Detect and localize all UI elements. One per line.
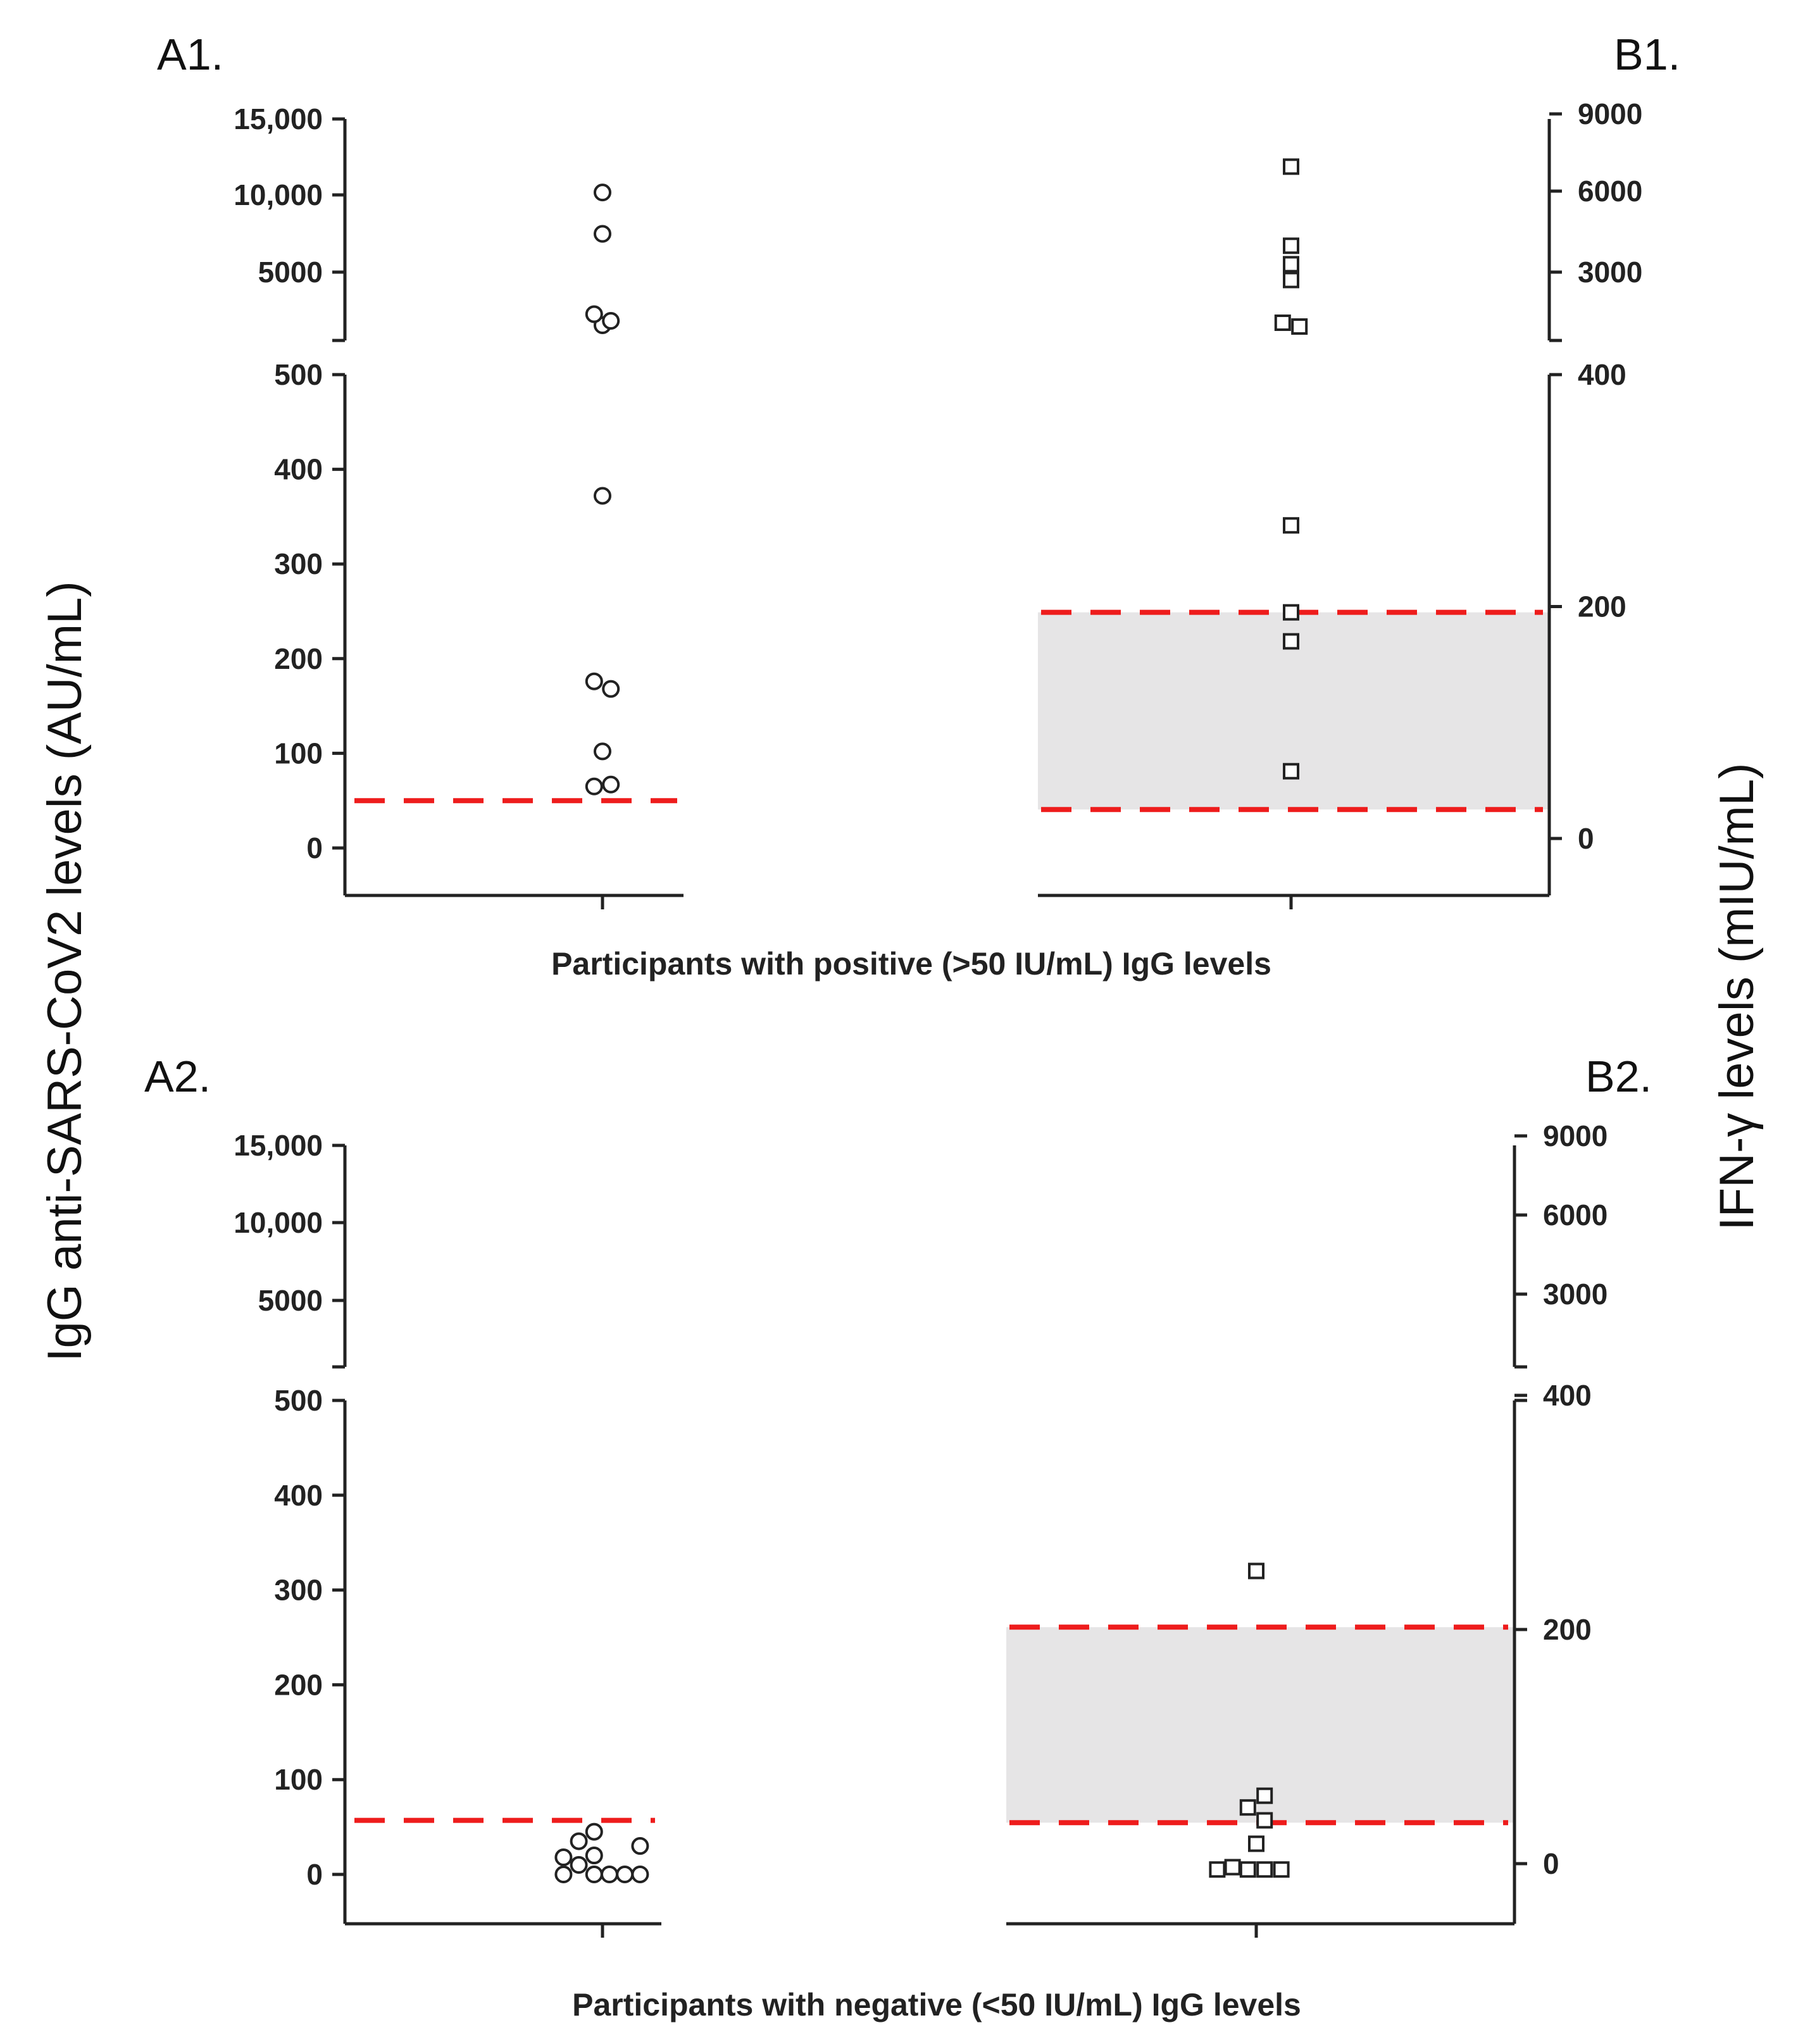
igg-point: [602, 775, 620, 794]
panel-label-B2: B2.: [1585, 1052, 1652, 1101]
ifn-point: [1209, 1861, 1226, 1878]
right-tick-label: 3000: [1543, 1278, 1608, 1311]
left-tick-label: 5000: [258, 1284, 323, 1317]
ifn-point: [1256, 1812, 1273, 1829]
ifn-point: [1274, 315, 1291, 331]
panel-positive: A1. B1. Participants with positive (>50 …: [157, 30, 1680, 981]
ifn-point: [1273, 1861, 1290, 1878]
left-tick-label: 100: [274, 1763, 323, 1796]
right-ticks-lower: 400 200 0: [1514, 1379, 1592, 1880]
igg-point: [585, 305, 603, 323]
ifn-point: [1283, 763, 1299, 780]
ifn-point: [1283, 237, 1299, 254]
ifn-point: [1239, 1861, 1256, 1878]
x-axis-label-negative: Participants with negative (<50 IU/mL) I…: [572, 1987, 1301, 2022]
plot-area-negative: [332, 1145, 1527, 1938]
left-tick-label: 300: [274, 547, 323, 580]
left-tick-label: 15,000: [234, 103, 323, 135]
ifn-point: [1248, 1562, 1264, 1580]
left-tick-label: 500: [274, 1384, 323, 1417]
right-tick-label: 9000: [1578, 97, 1642, 130]
panel-label-A2: A2.: [144, 1052, 211, 1101]
right-ticks-upper: 9000 6000 3000: [1514, 1119, 1608, 1311]
left-tick-label: 15,000: [234, 1129, 323, 1162]
left-tick-label: 10,000: [234, 178, 323, 211]
left-ticks-upper: 15,000 10,000 5000: [234, 103, 345, 289]
ifn-point: [1239, 1799, 1256, 1816]
igg-point: [631, 1837, 649, 1855]
igg-point: [631, 1866, 649, 1883]
left-tick-label: 200: [274, 642, 323, 675]
igg-point: [594, 225, 611, 243]
plot-area-positive: [332, 119, 1562, 909]
igg-point: [585, 1823, 603, 1841]
left-tick-label: 0: [306, 1858, 323, 1891]
right-tick-label: 200: [1578, 590, 1626, 623]
igg-point: [594, 184, 611, 202]
igg-point: [594, 487, 611, 505]
right-tick-label: 200: [1543, 1613, 1592, 1646]
igg-point: [554, 1848, 573, 1867]
right-tick-label: 400: [1543, 1379, 1592, 1412]
right-tick-label: 400: [1578, 358, 1626, 391]
ifn-point: [1283, 256, 1299, 273]
right-axis-title: IFN-γ levels (mIU/mL): [1710, 763, 1764, 1231]
left-tick-label: 400: [274, 1479, 323, 1512]
left-tick-label: 400: [274, 453, 323, 486]
ifn-point: [1283, 158, 1299, 175]
igg-point: [585, 777, 603, 795]
igg-point: [594, 742, 611, 761]
igg-point: [585, 672, 603, 690]
igg-point: [602, 680, 620, 698]
left-axis-title: IgG anti-SARS-CoV2 levels (AU/mL): [38, 581, 92, 1361]
right-ticks-lower: 400 200 0: [1549, 358, 1626, 855]
ifn-point: [1283, 271, 1299, 289]
right-tick-label: 6000: [1578, 175, 1642, 208]
left-tick-label: 0: [306, 832, 323, 864]
panel-label-B1: B1.: [1614, 30, 1680, 79]
igg-point: [570, 1856, 588, 1874]
panel-negative: A2. B2. Participants with negative (<50 …: [144, 1052, 1652, 2022]
ifn-point: [1283, 633, 1299, 650]
right-ticks-upper: 9000 6000 3000: [1549, 97, 1642, 289]
left-ticks-lower: 500 400 300 200 100 0: [274, 1384, 345, 1891]
igg-point: [585, 1866, 603, 1883]
igg-point: [570, 1832, 588, 1850]
left-tick-label: 5000: [258, 256, 323, 289]
ifn-point: [1256, 1861, 1273, 1878]
igg-point: [554, 1866, 573, 1883]
igg-point: [601, 1866, 618, 1883]
right-tick-label: 0: [1578, 822, 1594, 855]
ifn-point: [1283, 604, 1299, 621]
igg-point: [602, 312, 620, 330]
igg-point: [585, 1847, 603, 1865]
left-tick-label: 100: [274, 737, 323, 770]
left-tick-label: 500: [274, 358, 323, 391]
ifn-point: [1283, 517, 1299, 534]
right-tick-label: 3000: [1578, 256, 1642, 289]
igg-point: [616, 1866, 634, 1883]
left-tick-label: 10,000: [234, 1206, 323, 1239]
left-ticks-lower: 500 400 300 200 100 0: [274, 358, 345, 864]
left-tick-label: 200: [274, 1668, 323, 1701]
left-tick-label: 300: [274, 1574, 323, 1607]
right-tick-label: 0: [1543, 1847, 1559, 1880]
right-tick-label: 9000: [1543, 1119, 1608, 1152]
ifn-point: [1224, 1859, 1241, 1876]
panel-label-A1: A1.: [157, 30, 223, 79]
left-ticks-upper: 15,000 10,000 5000: [234, 1129, 345, 1317]
ifn-point: [1256, 1787, 1273, 1804]
right-tick-label: 6000: [1543, 1199, 1608, 1231]
ifn-point: [1248, 1835, 1264, 1852]
x-axis-label-positive: Participants with positive (>50 IU/mL) I…: [551, 946, 1271, 981]
ifn-point: [1291, 318, 1308, 335]
